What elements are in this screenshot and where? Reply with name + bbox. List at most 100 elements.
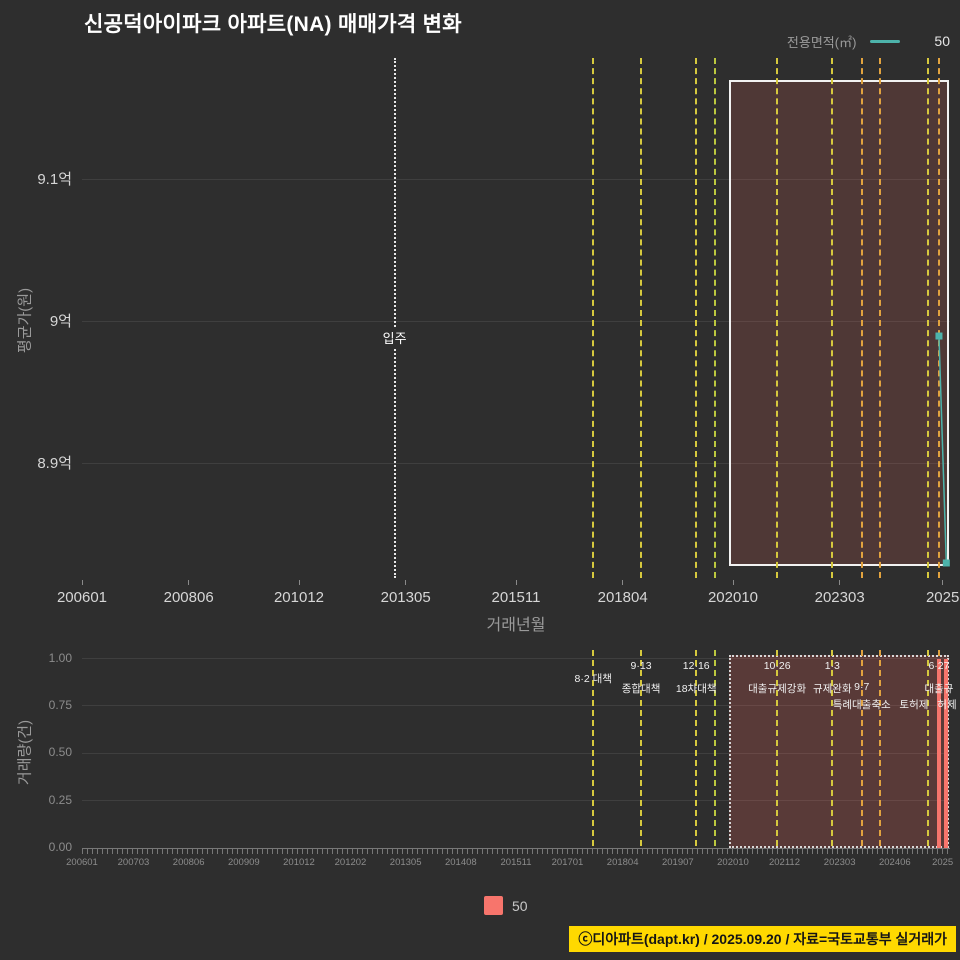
volume-bar[interactable] xyxy=(944,658,949,848)
policy-event-line xyxy=(926,650,929,846)
area-legend-value: 50 xyxy=(934,33,950,49)
grid-line-y xyxy=(82,321,950,323)
volume-x-tick-label: 200601 xyxy=(66,857,98,868)
volume-x-tick-label: 201804 xyxy=(606,857,639,868)
policy-event-line xyxy=(776,58,779,578)
price-x-tick-mark xyxy=(732,580,734,585)
volume-x-tick-label: 202010 xyxy=(717,857,749,868)
grid-line-y xyxy=(82,179,950,181)
volume-x-tick-label: 200806 xyxy=(172,857,205,868)
price-x-tick-mark xyxy=(622,580,624,585)
price-x-tick-label: 200806 xyxy=(163,589,214,606)
volume-legend-value: 50 xyxy=(512,897,528,914)
copyright-banner: ⓒ디아파트(dapt.kr) / 2025.09.20 / 자료=국토교통부 실… xyxy=(569,926,956,952)
volume-bar[interactable] xyxy=(936,658,941,848)
policy-event-line xyxy=(695,58,698,578)
policy-annotation: 허제 xyxy=(937,699,957,711)
price-y-tick-label: 8.9억 xyxy=(37,454,72,472)
policy-event-line xyxy=(713,650,716,846)
volume-x-tick-label: 201907 xyxy=(661,857,694,868)
volume-x-tick-label: 201305 xyxy=(389,857,422,868)
policy-event-line xyxy=(879,650,882,846)
price-x-tick-mark xyxy=(188,580,190,585)
area-legend[interactable]: 전용면적(㎡) 50 xyxy=(787,28,950,54)
volume-x-tick-label: 201701 xyxy=(551,857,584,868)
policy-annotation: 규제완화 xyxy=(812,683,852,695)
policy-event-line xyxy=(592,650,595,846)
policy-annotation: 토허제 xyxy=(899,699,929,711)
grid-line-y xyxy=(82,752,950,754)
price-x-tick-mark xyxy=(81,580,83,585)
price-x-tick-label: 201012 xyxy=(273,589,325,606)
policy-event-line xyxy=(831,650,834,846)
price-series-swatch xyxy=(870,39,901,43)
page-title: 신공덕아이파크 아파트(NA) 매매가격 변화 xyxy=(84,13,462,36)
price-x-tick-label: 201804 xyxy=(597,589,648,606)
price-x-tick-mark xyxy=(942,580,944,585)
volume-x-tick-label: 200703 xyxy=(117,857,150,868)
policy-annotation: 특례대출축소 xyxy=(832,699,891,711)
price-x-tick-mark xyxy=(839,580,841,585)
price-y-tick-label: 9억 xyxy=(49,312,72,330)
price-x-tick-label: 202010 xyxy=(707,589,759,606)
policy-event-line xyxy=(776,650,779,846)
policy-annotation: 대출규 xyxy=(924,683,954,695)
volume-y-tick-label: 0.25 xyxy=(48,792,72,807)
volume-x-tick-label: 201012 xyxy=(283,857,315,868)
policy-event-line xyxy=(695,650,698,846)
price-x-tick-label: 202303 xyxy=(814,589,865,606)
grid-line-y xyxy=(82,800,950,802)
policy-annotation: 1·3 xyxy=(824,660,840,672)
price-x-tick-mark xyxy=(515,580,517,585)
policy-event-line xyxy=(640,58,643,578)
price-x-tick-mark xyxy=(405,580,407,585)
policy-annotation: 10·26 xyxy=(763,660,791,672)
policy-event-line xyxy=(713,58,716,578)
policy-event-line xyxy=(640,650,643,846)
policy-annotation: 종합대책 xyxy=(621,683,661,695)
price-x-tick-label: 201305 xyxy=(380,589,431,606)
volume-x-tick-label: 2025 xyxy=(932,857,954,868)
volume-x-tick-label: 202406 xyxy=(878,857,911,868)
price-series-line xyxy=(938,335,948,564)
price-x-tick-label: 200601 xyxy=(56,589,108,606)
grid-line-y xyxy=(82,658,950,660)
volume-x-tick-label: 201511 xyxy=(500,857,532,868)
move-in-line xyxy=(393,58,396,578)
volume-x-tick-label: 202303 xyxy=(823,857,856,868)
grid-line-y xyxy=(82,705,950,707)
volume-x-axis xyxy=(82,848,950,849)
price-x-tick-label: 2025 xyxy=(925,589,960,606)
policy-annotation: 6·27 xyxy=(928,660,950,672)
price-x-tick-label: 201511 xyxy=(491,589,541,606)
policy-event-line xyxy=(592,58,595,578)
volume-y-tick-label: 0.75 xyxy=(48,697,72,712)
x-axis-title: 거래년월 xyxy=(486,617,546,634)
policy-event-line xyxy=(937,58,940,578)
volume-x-tick-label: 200909 xyxy=(227,857,260,868)
policy-annotation: 9·13 xyxy=(630,660,652,672)
grid-line-y xyxy=(82,463,950,465)
policy-event-line xyxy=(879,58,882,578)
price-x-tick-mark xyxy=(298,580,300,585)
price-point[interactable] xyxy=(935,332,943,340)
volume-y-tick-label: 0.00 xyxy=(48,840,72,854)
volume-series-swatch xyxy=(484,896,503,915)
area-legend-label: 전용면적(㎡) xyxy=(786,34,857,50)
volume-legend[interactable]: 50 xyxy=(484,896,528,915)
volume-x-tick-label: 201408 xyxy=(444,857,477,868)
price-point[interactable] xyxy=(942,559,950,567)
policy-annotation: 9·7 xyxy=(854,681,870,693)
volume-x-tick-label: 201202 xyxy=(334,857,367,868)
policy-event-line xyxy=(860,650,863,846)
policy-annotation: 18차대책 xyxy=(675,683,717,695)
policy-event-line xyxy=(831,58,834,578)
volume-y-tick-label: 0.50 xyxy=(48,745,72,760)
policy-annotation: 12·16 xyxy=(682,660,710,672)
volume-x-minor-ticks xyxy=(82,849,950,854)
policy-annotation: 8·2 대책 xyxy=(574,673,612,685)
